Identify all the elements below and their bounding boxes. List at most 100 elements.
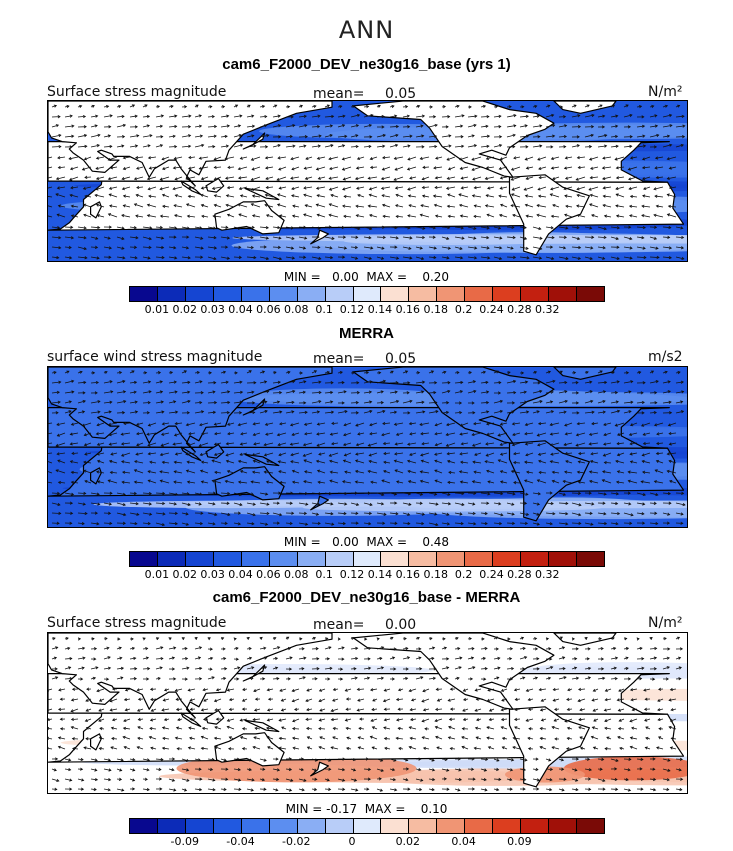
wind-arrowhead bbox=[159, 187, 163, 191]
wind-arrow bbox=[389, 400, 399, 404]
wind-arrowhead bbox=[278, 718, 282, 722]
wind-arrowhead bbox=[107, 479, 111, 483]
colorbar-swatch bbox=[297, 287, 326, 301]
wind-arrow bbox=[618, 708, 625, 712]
wind-arrowhead bbox=[132, 787, 136, 791]
wind-arrow bbox=[291, 186, 300, 190]
wind-arrowhead bbox=[136, 432, 140, 436]
wind-arrowhead bbox=[593, 718, 597, 722]
wind-arrowhead bbox=[351, 637, 355, 640]
wind-arrow bbox=[506, 502, 514, 506]
wind-arrowhead bbox=[134, 114, 138, 118]
wind-arrow bbox=[459, 204, 469, 208]
wind-arrowhead bbox=[486, 144, 490, 148]
wind-arrowhead bbox=[332, 698, 336, 702]
wind-arrow bbox=[472, 442, 482, 447]
wind-arrowhead bbox=[223, 787, 227, 791]
wind-arrowhead bbox=[485, 166, 489, 170]
wind-arrow bbox=[328, 214, 339, 218]
wind-arrow bbox=[467, 502, 475, 505]
coastline bbox=[205, 443, 225, 459]
wind-arrowhead bbox=[627, 167, 631, 171]
wind-arrow bbox=[199, 156, 209, 159]
colorbar-tick-label: 0.16 bbox=[395, 303, 421, 316]
wind-arrowhead bbox=[290, 491, 294, 495]
wind-arrowhead bbox=[521, 371, 525, 375]
wind-arrowhead bbox=[93, 787, 97, 792]
wind-arrowhead bbox=[641, 453, 645, 457]
wind-arrow bbox=[369, 452, 378, 456]
wind-arrowhead bbox=[237, 226, 242, 230]
wind-arrowhead bbox=[498, 213, 503, 218]
wind-arrowhead bbox=[601, 125, 606, 129]
wind-arrowhead bbox=[198, 114, 202, 118]
wind-arrowhead bbox=[213, 235, 217, 240]
wind-arrowhead bbox=[94, 193, 98, 197]
wind-arrowhead bbox=[65, 637, 69, 641]
wind-arrow bbox=[285, 788, 292, 792]
wind-arrow bbox=[447, 176, 456, 180]
wind-arrowhead bbox=[446, 401, 450, 405]
wind-arrow bbox=[448, 166, 456, 170]
wind-arrow bbox=[511, 204, 521, 208]
wind-arrowhead bbox=[487, 492, 491, 496]
wind-arrow bbox=[502, 746, 508, 750]
wind-arrow bbox=[628, 471, 638, 474]
wind-arrowhead bbox=[576, 144, 580, 148]
wind-arrowhead bbox=[488, 708, 493, 712]
wind-arrowhead bbox=[210, 656, 214, 660]
wind-arrowhead bbox=[71, 451, 75, 456]
wind-arrowhead bbox=[668, 255, 672, 260]
wind-arrowhead bbox=[561, 767, 565, 771]
wind-arrowhead bbox=[447, 492, 451, 496]
wind-arrow bbox=[77, 647, 85, 650]
wind-arrow bbox=[376, 115, 384, 118]
wind-arrowhead bbox=[214, 746, 218, 750]
wind-arrow bbox=[168, 135, 176, 138]
wind-arrow bbox=[291, 166, 300, 170]
wind-arrowhead bbox=[68, 156, 72, 161]
wind-arrowhead bbox=[82, 399, 86, 404]
wind-arrowhead bbox=[238, 492, 242, 497]
wind-arrow bbox=[129, 657, 136, 660]
wind-arrowhead bbox=[602, 778, 606, 782]
wind-arrowhead bbox=[355, 214, 359, 218]
wind-arrowhead bbox=[615, 758, 619, 762]
wind-arrow bbox=[122, 471, 131, 474]
wind-arrowhead bbox=[508, 657, 513, 661]
wind-arrowhead bbox=[292, 719, 296, 723]
wind-arrow bbox=[675, 401, 683, 404]
wind-arrow bbox=[64, 246, 72, 249]
wind-arrowhead bbox=[657, 698, 661, 702]
wind-arrowhead bbox=[525, 688, 529, 692]
wind-arrowhead bbox=[681, 390, 685, 394]
wind-arrowhead bbox=[571, 637, 575, 641]
wind-arrow bbox=[161, 708, 170, 711]
wind-arrowhead bbox=[55, 411, 59, 415]
colorbar-swatch bbox=[409, 552, 438, 566]
wind-arrowhead bbox=[328, 758, 332, 762]
wind-arrowhead bbox=[627, 677, 632, 681]
wind-arrow bbox=[64, 236, 74, 239]
wind-arrow bbox=[578, 698, 586, 702]
wind-arrow bbox=[669, 442, 677, 445]
wind-arrow bbox=[311, 391, 322, 394]
wind-arrow bbox=[500, 442, 508, 446]
wind-arrowhead bbox=[658, 727, 662, 731]
wind-arrow bbox=[48, 688, 53, 691]
wind-arrowhead bbox=[172, 166, 176, 170]
wind-arrowhead bbox=[431, 758, 435, 762]
wind-arrowhead bbox=[446, 459, 451, 464]
wind-arrowhead bbox=[449, 687, 453, 691]
wind-arrowhead bbox=[420, 432, 424, 436]
wind-arrow bbox=[285, 246, 294, 249]
wind-arrow bbox=[480, 145, 489, 148]
wind-arrowhead bbox=[397, 726, 401, 731]
wind-arrowhead bbox=[109, 166, 114, 170]
wind-arrowhead bbox=[70, 698, 75, 702]
wind-arrow bbox=[346, 727, 352, 730]
wind-arrow bbox=[472, 195, 482, 198]
wind-arrowhead bbox=[644, 718, 648, 722]
wind-arrowhead bbox=[446, 204, 450, 208]
wind-arrow bbox=[422, 176, 430, 180]
